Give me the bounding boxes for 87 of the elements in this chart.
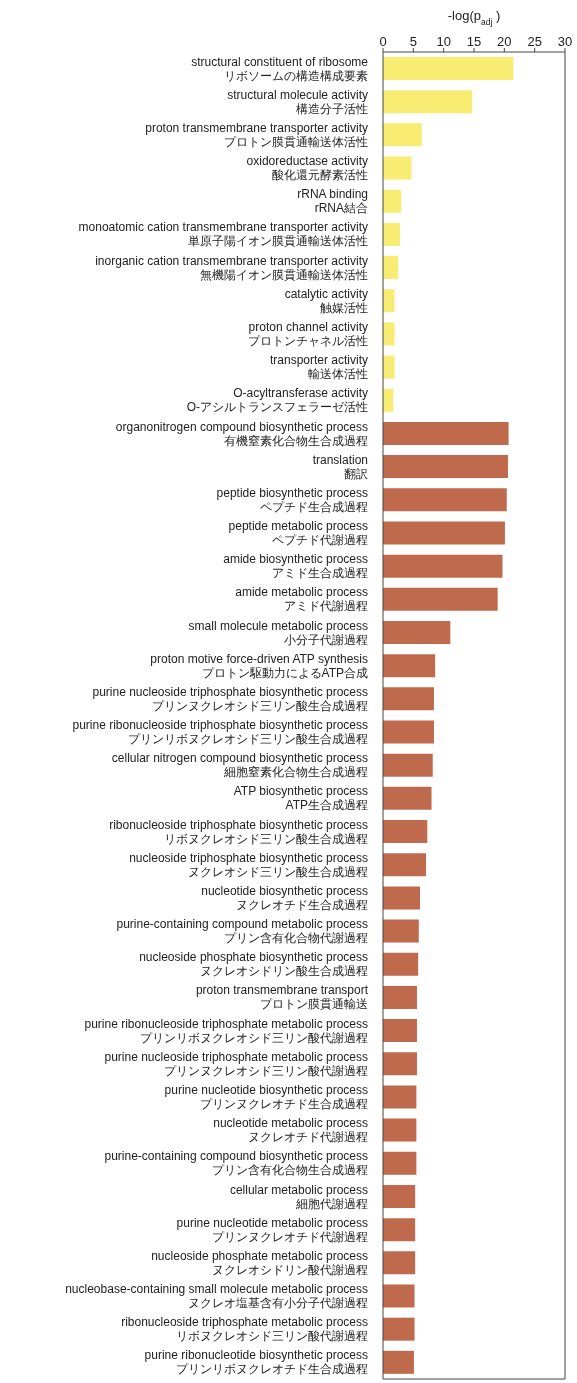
bar bbox=[383, 488, 507, 512]
y-tick-label: nucleotide biosynthetic process ヌクレオチド生合成過程 bbox=[201, 883, 368, 912]
y-tick-label: amide biosynthetic process アミド生合成過程 bbox=[223, 552, 368, 581]
y-tick-label: proton transmembrane transporter activity プロトン膜貫通輸送体活性 bbox=[145, 120, 368, 149]
y-tick-label: nucleoside triphosphate biosynthetic process ヌクレオシド三リン酸生合成過程 bbox=[129, 850, 368, 879]
y-tick-label: nucleoside phosphate metabolic process ヌクレオシドリン酸代謝過程 bbox=[151, 1248, 368, 1277]
y-tick-label: transporter activity 輸送体活性 bbox=[269, 353, 368, 382]
bar bbox=[383, 820, 428, 844]
bar bbox=[383, 720, 434, 744]
y-tick-label: ribonucleoside triphosphate biosynthetic process リボヌクレオシド三リン酸生合成過程 bbox=[109, 817, 368, 846]
y-tick-label: oxidoreductase activity 酸化還元酵素活性 bbox=[246, 154, 368, 183]
y-tick-label: purine ribonucleotide biosynthetic process プリンリボヌクレオチド生合成過程 bbox=[144, 1348, 368, 1377]
bar bbox=[383, 1284, 415, 1308]
bar bbox=[383, 587, 498, 611]
bar bbox=[383, 687, 434, 711]
y-tick-label: peptide metabolic process ペプチド代謝過程 bbox=[228, 519, 368, 548]
y-tick-label: proton channel activity プロトンチャネル活性 bbox=[248, 319, 368, 348]
y-tick-label: purine nucleotide metabolic process プリンヌクレオチド代謝過程 bbox=[176, 1215, 368, 1244]
y-tick-label: purine-containing compound biosynthetic process プリン含有化合物生合成過程 bbox=[104, 1149, 368, 1178]
bar bbox=[383, 919, 419, 943]
bar bbox=[383, 421, 509, 445]
x-tick-label: 15 bbox=[466, 34, 482, 49]
x-tick-label: 25 bbox=[527, 34, 542, 49]
bar bbox=[383, 1218, 416, 1242]
bar bbox=[383, 521, 505, 545]
x-tick-label: 30 bbox=[557, 34, 573, 49]
bar bbox=[383, 985, 417, 1009]
y-tick-label: catalytic activity 触媒活性 bbox=[284, 286, 368, 315]
bar bbox=[383, 1184, 416, 1208]
y-tick-label: nucleoside phosphate biosynthetic process ヌクレオシドリン酸生合成過程 bbox=[139, 950, 368, 979]
bar bbox=[383, 455, 508, 479]
bar bbox=[383, 1317, 415, 1341]
y-tick-label: translation 翻訳 bbox=[312, 452, 368, 481]
y-tick-label: ATP biosynthetic process ATP生合成過程 bbox=[233, 784, 368, 813]
bar bbox=[383, 355, 395, 379]
bar bbox=[383, 952, 419, 976]
y-tick-label: ribonucleoside triphosphate metabolic process リボヌクレオシド三リン酸代謝過程 bbox=[121, 1315, 368, 1344]
bar bbox=[383, 1052, 417, 1076]
y-tick-label: cellular metabolic process 細胞代謝過程 bbox=[229, 1182, 368, 1211]
bar bbox=[383, 1118, 417, 1142]
y-tick-label: peptide biosynthetic process ペプチド生合成過程 bbox=[216, 485, 368, 514]
bar bbox=[383, 289, 395, 313]
bar bbox=[383, 57, 514, 80]
bar bbox=[383, 156, 412, 180]
bar bbox=[383, 654, 436, 678]
y-tick-label: structural molecule activity 構造分子活性 bbox=[227, 87, 368, 116]
y-tick-label: purine ribonucleoside triphosphate biosynthetic process プリンリボヌクレオシド三リン酸生合成過程 bbox=[72, 718, 368, 747]
bar bbox=[383, 1085, 417, 1109]
bar bbox=[383, 1251, 416, 1275]
bar bbox=[383, 123, 422, 147]
bar bbox=[383, 753, 433, 777]
y-tick-label: purine ribonucleoside triphosphate metabolic process プリンリボヌクレオシド三リン酸代謝過程 bbox=[84, 1016, 368, 1045]
y-tick-label: purine nucleoside triphosphate metabolic process プリンヌクレオシド三リン酸代謝過程 bbox=[104, 1049, 368, 1078]
bar bbox=[383, 90, 473, 114]
x-tick-label: 10 bbox=[436, 34, 451, 49]
y-tick-label: proton motive force-driven ATP synthesis プロトン駆動力によるATP合成 bbox=[150, 651, 368, 680]
bar bbox=[383, 786, 432, 810]
x-tick-label: 5 bbox=[409, 34, 417, 49]
y-tick-label: small molecule metabolic process 小分子代謝過程 bbox=[188, 618, 368, 647]
bar bbox=[383, 853, 427, 877]
y-tick-label: proton transmembrane transport プロトン膜貫通輸送 bbox=[195, 983, 369, 1012]
y-tick-label: monoatomic cation transmembrane transporter activity 単原子陽イオン膜貫通輸送体活性 bbox=[78, 220, 368, 249]
y-tick-label: nucleotide metabolic process ヌクレオチド代謝過程 bbox=[213, 1116, 368, 1145]
bar bbox=[383, 256, 399, 280]
bar bbox=[383, 222, 400, 246]
y-tick-label: structural constituent of ribosome リボソームの構造構成要素 bbox=[191, 54, 369, 83]
y-tick-label: inorganic cation transmembrane transporter activity 無機陽イオン膜貫通輸送体活性 bbox=[95, 253, 368, 282]
y-tick-label: O-acyltransferase activity O-アシルトランスフェラーゼ活性 bbox=[186, 386, 368, 415]
bar bbox=[383, 1151, 417, 1175]
bar bbox=[383, 1350, 414, 1374]
y-tick-label: rRNA binding rRNA結合 bbox=[297, 187, 368, 216]
y-tick-label: cellular nitrogen compound biosynthetic process 細胞窒素化合物生合成過程 bbox=[111, 751, 368, 780]
y-tick-label: nucleobase-containing small molecule metabolic process ヌクレオ塩基含有小分子代謝過程 bbox=[65, 1282, 368, 1311]
bar bbox=[383, 322, 395, 346]
y-tick-label: purine nucleotide biosynthetic process プリンヌクレオチド生合成過程 bbox=[164, 1083, 368, 1112]
bar bbox=[383, 189, 402, 213]
bar bbox=[383, 1019, 417, 1043]
y-tick-label: purine-containing compound metabolic process プリン含有化合物代謝過程 bbox=[116, 917, 368, 946]
y-tick-label: purine nucleoside triphosphate biosynthetic process プリンヌクレオシド三リン酸生合成過程 bbox=[92, 684, 368, 713]
bar bbox=[383, 886, 421, 910]
x-tick-label: 20 bbox=[497, 34, 512, 49]
y-tick-label: amide metabolic process アミド代謝過程 bbox=[235, 585, 368, 614]
x-axis-title: -log(p$_{adj}$) bbox=[447, 8, 501, 27]
x-tick-label: 0 bbox=[379, 34, 387, 49]
bar bbox=[383, 620, 451, 644]
bar bbox=[383, 554, 503, 578]
y-tick-label: organonitrogen compound biosynthetic process 有機窒素化合物生合成過程 bbox=[115, 419, 368, 448]
